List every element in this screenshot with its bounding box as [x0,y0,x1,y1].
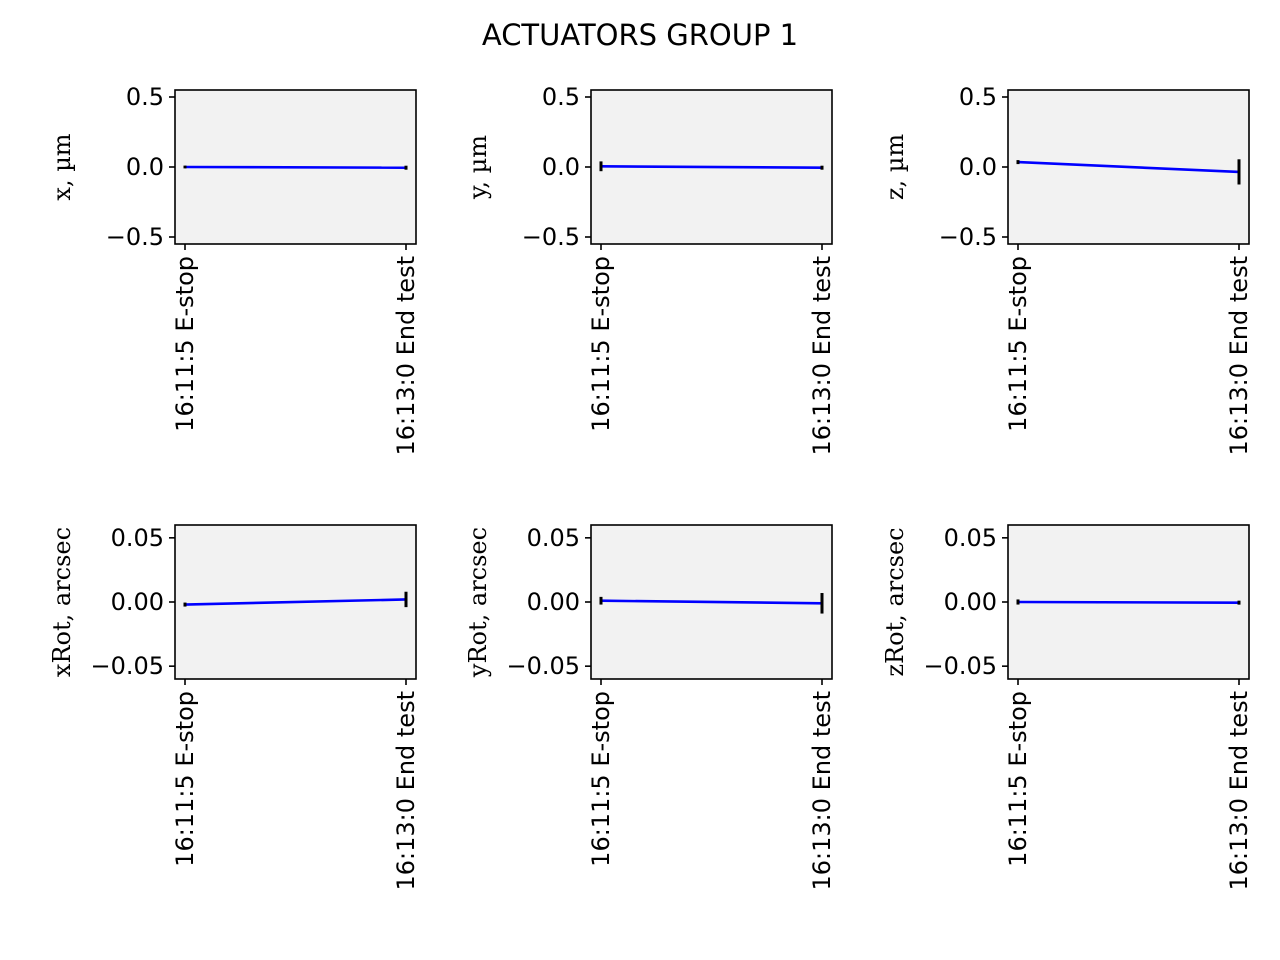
y-tick-label: 0.05 [111,524,164,552]
y-tick-label: 0.0 [126,153,164,181]
y-tick-label: −0.05 [923,652,997,680]
series-line [184,598,407,606]
y-tick-label: −0.5 [522,223,580,251]
y-tick-label: −0.5 [106,223,164,251]
x-tick-label: 16:11:5 E-stop [587,691,615,867]
y-tick-label: 0.5 [126,83,164,111]
series-line [600,599,823,605]
y-tick-label: 0.0 [959,153,997,181]
series-line [1017,160,1240,174]
x-tick-label: 16:13:0 End test [392,691,420,890]
x-tick-label: 16:13:0 End test [808,691,836,890]
y-axis-label: y, µm [464,135,492,200]
figure-title: ACTUATORS GROUP 1 [482,18,798,52]
y-tick-label: 0.00 [944,588,997,616]
x-tick-label: 16:11:5 E-stop [1004,256,1032,432]
y-tick-label: −0.5 [939,223,997,251]
x-tick-label: 16:11:5 E-stop [587,256,615,432]
y-axis-label: yRot, arcsec [464,527,492,678]
subplot-3: 0.5 0.0 −0.516:11:5 E-stop 16:13:0 End test… [881,83,1253,455]
y-axis-label: x, µm [48,133,76,200]
y-tick-label: 0.00 [111,588,164,616]
y-axis-label: xRot, arcsec [48,527,76,677]
series-line [1017,600,1240,604]
subplot-1: 0.5 0.0 −0.516:11:5 E-stop 16:13:0 End test… [48,83,420,455]
y-tick-label: 0.05 [944,524,997,552]
y-tick-label: 0.05 [527,524,580,552]
subplot-2: 0.5 0.0 −0.516:11:5 E-stop 16:13:0 End test… [464,83,836,455]
x-tick-label: 16:13:0 End test [808,256,836,455]
x-tick-label: 16:11:5 E-stop [171,691,199,867]
series-line [600,165,823,169]
x-tick-label: 16:13:0 End test [1225,256,1253,455]
series-line [184,165,407,169]
y-axis-label: zRot, arcsec [881,527,909,676]
x-tick-label: 16:13:0 End test [392,256,420,455]
y-tick-label: 0.5 [959,83,997,111]
y-tick-label: 0.5 [542,83,580,111]
x-tick-label: 16:11:5 E-stop [1004,691,1032,867]
y-tick-label: −0.05 [506,652,580,680]
y-tick-label: −0.05 [90,652,164,680]
y-axis-label: z, µm [881,134,909,201]
x-tick-label: 16:13:0 End test [1225,691,1253,890]
x-tick-label: 16:11:5 E-stop [171,256,199,432]
y-tick-label: 0.00 [527,588,580,616]
y-tick-label: 0.0 [542,153,580,181]
